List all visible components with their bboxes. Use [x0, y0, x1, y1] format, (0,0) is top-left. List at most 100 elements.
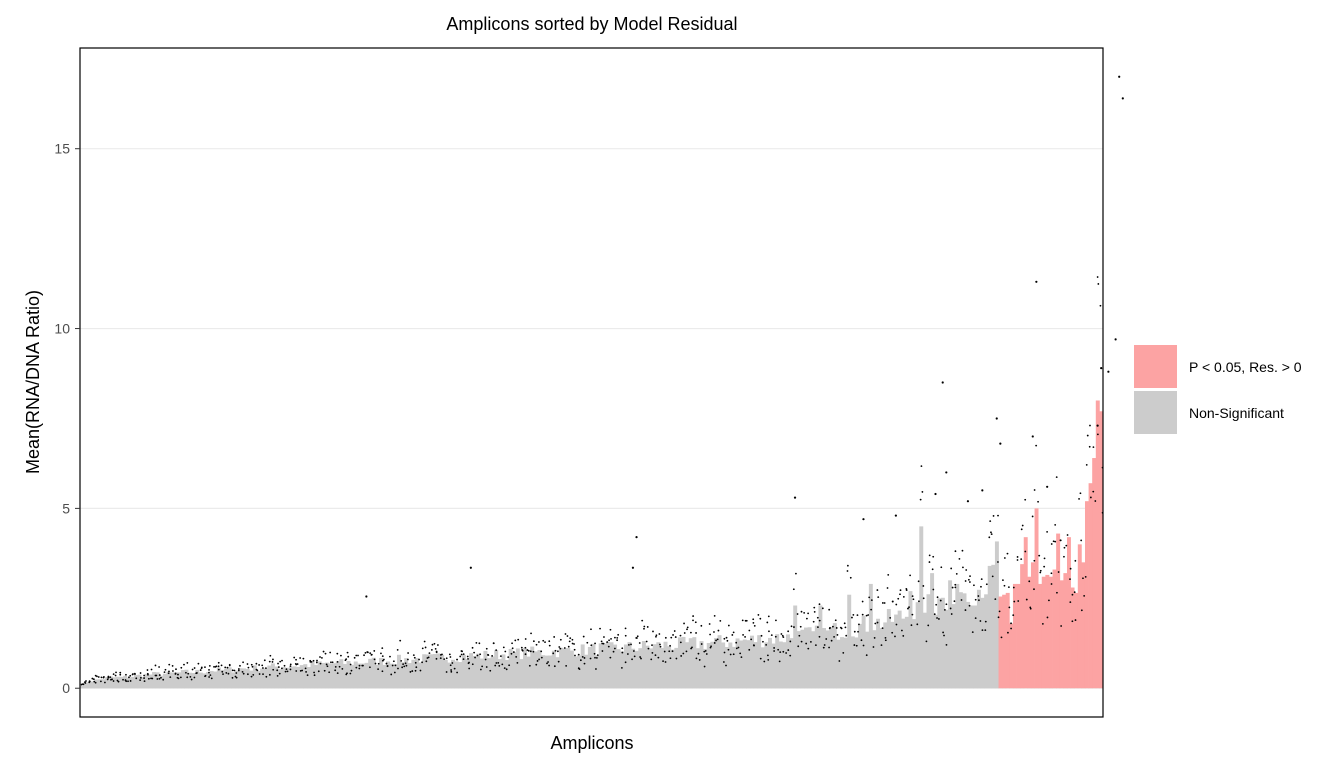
- replicate-point: [589, 657, 592, 660]
- replicate-point: [723, 651, 726, 654]
- replicate-point: [935, 603, 938, 606]
- replicate-point: [636, 635, 639, 638]
- replicate-point: [1074, 559, 1077, 562]
- legend: P < 0.05, Res. > 0 Non-Significant: [1134, 345, 1302, 434]
- replicate-point: [840, 627, 843, 630]
- bar-non-significant: [667, 646, 672, 689]
- replicate-point: [277, 662, 279, 665]
- bar-non-significant: [465, 658, 470, 689]
- replicate-point: [577, 667, 580, 670]
- bar-non-significant: [80, 685, 84, 689]
- bar-non-significant: [378, 657, 383, 689]
- replicate-point: [973, 584, 975, 587]
- bar-non-significant: [105, 677, 110, 689]
- replicate-point: [1097, 283, 1100, 285]
- outlier-point: [862, 518, 865, 521]
- replicate-point: [574, 654, 576, 657]
- replicate-point: [510, 652, 513, 655]
- bar-non-significant: [483, 650, 488, 689]
- replicate-point: [268, 660, 271, 663]
- bar-non-significant: [389, 663, 394, 689]
- replicate-point: [1017, 600, 1020, 602]
- bar-non-significant: [177, 672, 182, 689]
- replicate-point: [139, 672, 142, 674]
- replicate-point: [965, 569, 968, 571]
- replicate-point: [606, 641, 609, 643]
- bar-non-significant: [173, 672, 178, 689]
- replicate-point: [868, 596, 871, 599]
- bar-non-significant: [461, 654, 466, 689]
- replicate-point: [601, 650, 604, 652]
- replicate-point: [189, 675, 192, 678]
- replicate-point: [197, 662, 200, 665]
- replicate-point: [651, 651, 654, 654]
- bar-non-significant: [807, 627, 812, 689]
- replicate-point: [122, 678, 124, 681]
- replicate-point: [988, 536, 991, 539]
- replicate-point: [803, 611, 806, 614]
- replicate-point: [735, 641, 738, 644]
- replicate-point: [845, 634, 848, 637]
- replicate-point: [358, 664, 361, 667]
- replicate-point: [659, 643, 661, 646]
- bar-non-significant: [861, 615, 866, 689]
- replicate-point: [193, 676, 196, 679]
- replicate-point: [316, 659, 318, 662]
- bar-non-significant: [692, 637, 697, 689]
- replicate-point: [382, 659, 384, 662]
- replicate-point: [208, 664, 211, 667]
- bar-non-significant: [890, 621, 895, 689]
- bar-non-significant: [231, 672, 236, 689]
- replicate-point: [517, 638, 520, 641]
- bar-non-significant: [832, 623, 837, 689]
- replicate-point: [807, 647, 810, 650]
- replicate-point: [770, 634, 773, 637]
- replicate-point: [980, 585, 982, 588]
- replicate-point: [828, 608, 831, 611]
- replicate-point: [100, 676, 103, 679]
- replicate-point: [445, 657, 448, 660]
- replicate-point: [91, 677, 94, 680]
- replicate-point: [856, 614, 859, 616]
- replicate-point: [861, 600, 864, 603]
- replicate-point: [616, 636, 619, 639]
- replicate-point: [750, 638, 753, 641]
- replicate-point: [389, 655, 391, 658]
- replicate-point: [943, 608, 946, 611]
- replicate-point: [313, 674, 316, 677]
- bar-non-significant: [854, 637, 859, 689]
- replicate-point: [990, 531, 992, 534]
- outlier-point: [1118, 75, 1121, 78]
- bar-non-significant: [191, 672, 196, 689]
- bar-significant: [1074, 592, 1079, 689]
- replicate-point: [235, 676, 238, 679]
- replicate-point: [1063, 555, 1065, 558]
- bar-non-significant: [840, 637, 844, 689]
- bar-non-significant: [209, 670, 214, 689]
- replicate-point: [349, 663, 352, 666]
- replicate-point: [385, 662, 388, 665]
- bar-non-significant: [371, 657, 376, 689]
- bar-non-significant: [980, 597, 985, 689]
- replicate-point: [129, 680, 132, 682]
- replicate-point: [891, 600, 894, 603]
- replicate-point: [404, 662, 407, 665]
- bar-non-significant: [555, 657, 560, 689]
- replicate-point: [949, 607, 952, 610]
- bar-non-significant: [519, 659, 524, 689]
- bar-non-significant: [605, 641, 610, 689]
- replicate-point: [744, 636, 746, 638]
- replicate-point: [1069, 601, 1072, 604]
- bar-non-significant: [350, 664, 355, 689]
- replicate-point: [154, 664, 157, 667]
- replicate-point: [548, 640, 551, 643]
- replicate-point: [289, 663, 292, 666]
- replicate-point: [691, 646, 693, 649]
- replicate-point: [1054, 523, 1057, 526]
- replicate-point: [766, 621, 769, 624]
- bar-non-significant: [685, 642, 690, 689]
- replicate-point: [1033, 559, 1036, 562]
- bar-non-significant: [342, 663, 347, 689]
- replicate-point: [700, 624, 703, 627]
- replicate-point: [514, 639, 517, 642]
